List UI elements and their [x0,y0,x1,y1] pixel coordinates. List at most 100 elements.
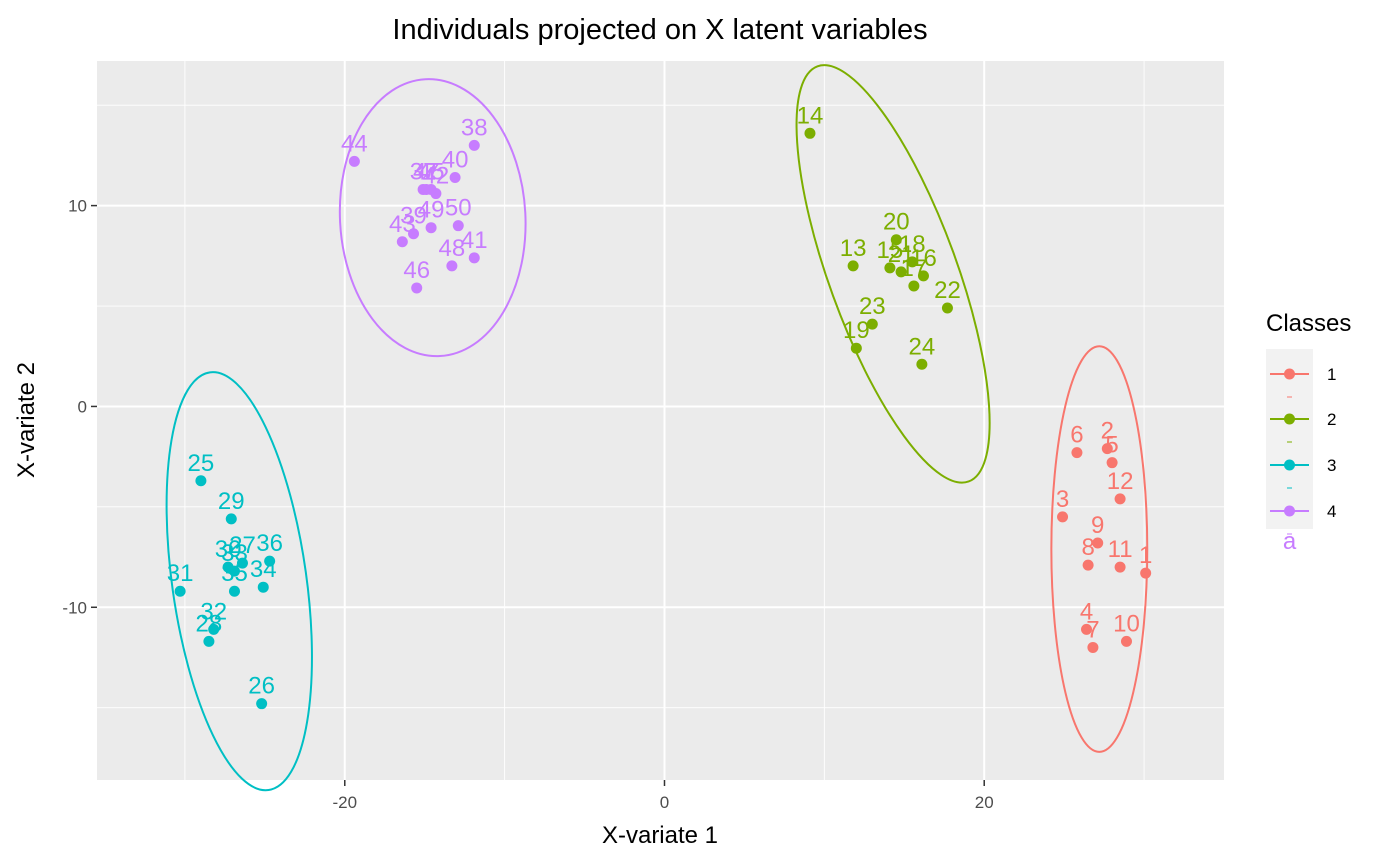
x-axis-ticks: -20 0 20 [332,780,994,812]
legend-key-point [1284,459,1295,471]
x-tick-label: 0 [660,793,669,812]
grid-lines [97,61,1224,780]
point-label: 46 [403,257,430,284]
data-points [174,127,1152,710]
x-tick-label: 20 [975,793,994,812]
data-point [468,252,480,264]
data-point [1057,511,1069,523]
point-label: 29 [218,488,245,515]
point-label: 6 [1070,422,1083,449]
point-label: 2 [1101,418,1114,445]
point-label: 13 [840,235,867,262]
y-tick-label: 10 [68,197,87,216]
data-point [264,555,276,567]
point-label: 24 [909,333,936,360]
point-label: 19 [843,317,870,344]
data-point [1106,457,1118,469]
point-label: 21 [888,241,915,268]
point-label: 7 [1086,616,1099,643]
point-label: 27 [229,532,256,559]
point-label: 30 [215,536,242,563]
point-label: 26 [248,673,275,700]
data-point [348,155,360,167]
point-label: 43 [389,211,416,238]
point-label: 20 [883,209,910,236]
point-label: 15 [877,237,904,264]
point-label: 41 [461,227,488,254]
confidence-ellipses [165,64,1149,792]
data-point [446,260,458,272]
point-label: 10 [1113,610,1140,637]
data-point [850,342,862,354]
y-axis-title: X-variate 2 [13,362,40,478]
data-point [236,557,248,569]
ellipse-class-4 [338,78,527,358]
y-axis-ticks: -10 0 10 [62,197,97,617]
legend-label: 3 [1327,456,1336,475]
ellipse-class-2 [795,64,991,484]
data-point [452,220,464,232]
data-point [847,260,859,272]
point-label: 5 [1105,432,1118,459]
point-label: 3 [1056,486,1069,513]
ellipse-class-1 [1050,345,1149,753]
point-label: 9 [1091,512,1104,539]
data-point [195,475,207,487]
data-point [890,234,902,246]
legend-key-point [1284,368,1295,380]
data-point [1092,537,1104,549]
point-label: 35 [221,560,248,587]
point-label: 16 [910,245,937,272]
data-point [1081,623,1093,635]
ellipse-class-3 [165,371,313,792]
point-label: 45 [418,159,445,186]
data-point [917,270,929,282]
point-label: 34 [250,556,277,583]
point-label: 22 [934,277,961,304]
point-label: 40 [442,146,469,173]
data-point [1101,443,1113,455]
point-label: 31 [167,560,194,587]
data-point [411,282,423,294]
legend: Classes 1 2 3 4 a [1266,310,1351,555]
point-label: 11 [1108,536,1133,563]
x-axis-title: X-variate 1 [602,822,718,849]
data-point [884,262,896,274]
point-label: 17 [901,255,928,282]
data-point [1140,567,1152,579]
point-label: 1 [1139,542,1152,569]
point-label: 36 [256,530,283,557]
x-tick-label: -20 [332,793,357,812]
y-tick-label: 0 [78,397,87,416]
data-point [408,228,420,240]
data-point [895,266,907,278]
legend-label: 1 [1327,365,1336,384]
point-label: 18 [899,231,926,258]
chart-title: Individuals projected on X latent variab… [392,14,927,46]
data-point [916,358,928,370]
data-point [208,623,220,635]
point-label: 37 [410,159,437,186]
y-tick-label: -10 [62,598,87,617]
data-point [228,585,240,597]
data-point [396,236,408,248]
legend-label: 2 [1327,410,1336,429]
point-label: 44 [341,130,368,157]
point-label: 48 [439,235,466,262]
data-point [804,127,816,139]
data-point [1087,641,1099,653]
data-point [257,581,269,593]
data-point [174,585,186,597]
data-point [449,171,461,183]
data-point [1114,561,1126,573]
data-point [203,635,215,647]
legend-title: Classes [1266,310,1351,337]
legend-key-text-letter: a [1283,528,1297,555]
data-point [908,280,920,292]
data-point [256,698,268,710]
data-point [468,139,480,151]
data-point [1071,447,1083,459]
point-label: 33 [221,540,248,567]
data-point [866,318,878,330]
